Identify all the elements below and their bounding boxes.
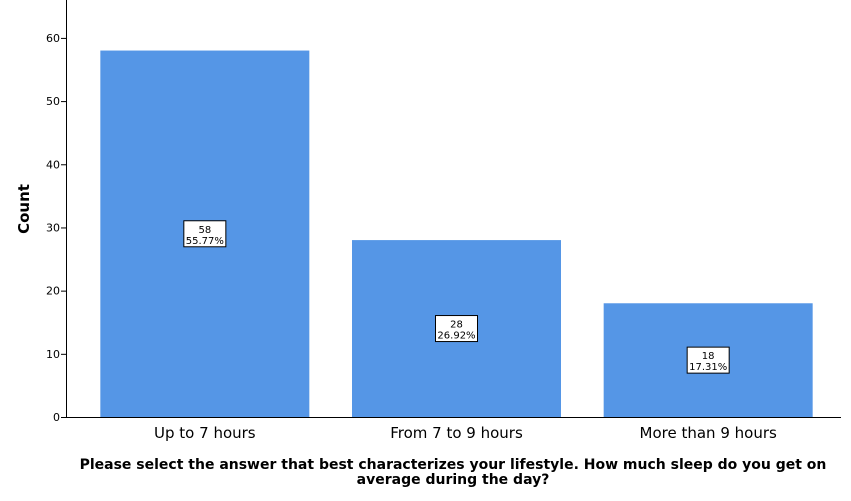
- category-label-1: From 7 to 9 hours: [390, 424, 523, 442]
- data-label-box-0: [183, 220, 227, 248]
- x-axis-label-line-2: average during the day?: [357, 472, 550, 488]
- y-tick-label: 40: [46, 158, 60, 171]
- data-label-box-1: [435, 315, 478, 343]
- y-tick-label: 0: [53, 411, 60, 424]
- y-tick-label: 20: [46, 285, 60, 298]
- data-label-count-2: 18: [702, 351, 715, 362]
- x-axis-label-line-1: Please select the answer that best chara…: [80, 457, 827, 473]
- y-axis-label: Count: [15, 184, 33, 234]
- data-label-box-2: [686, 346, 730, 374]
- y-axis-ticks: 0 10 20 30 40 50 60: [46, 32, 66, 424]
- category-labels: Up to 7 hours From 7 to 9 hours More than …: [154, 424, 777, 442]
- category-label-2: More than 9 hours: [640, 424, 777, 442]
- data-label-percent-0: 55.77%: [186, 236, 224, 247]
- category-label-0: Up to 7 hours: [154, 424, 256, 442]
- y-tick-label: 60: [46, 32, 60, 45]
- data-label-count-0: 58: [198, 225, 211, 236]
- data-label-count-1: 28: [450, 320, 463, 331]
- data-label-percent-1: 26.92%: [437, 331, 475, 342]
- y-tick-label: 30: [46, 221, 60, 234]
- y-tick-label: 50: [46, 95, 60, 108]
- data-label-percent-2: 17.31%: [689, 362, 727, 373]
- y-tick-label: 10: [46, 348, 60, 361]
